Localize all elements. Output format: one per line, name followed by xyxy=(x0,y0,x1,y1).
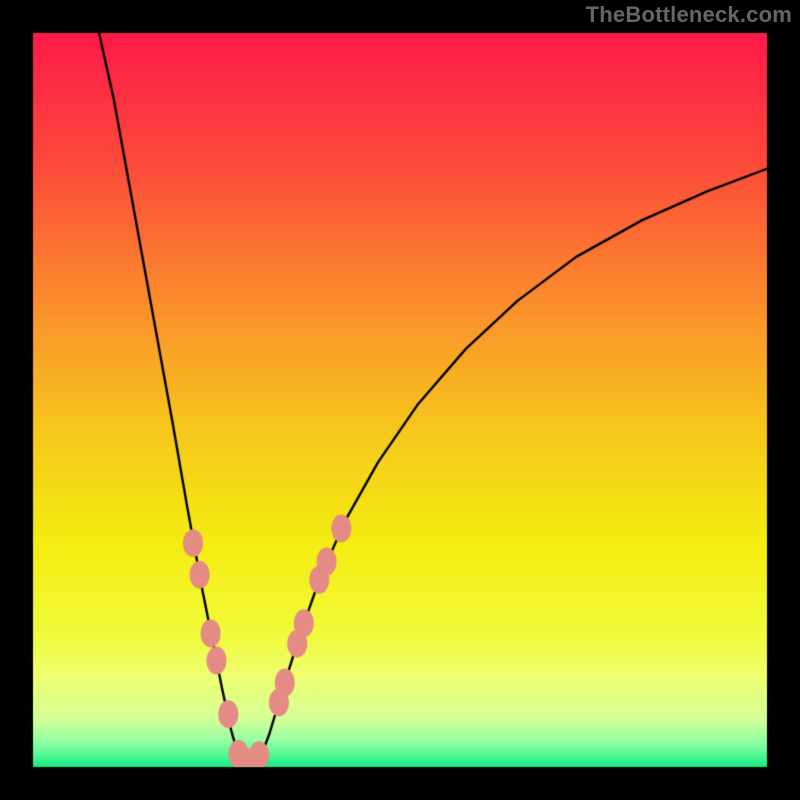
chart-stage: TheBottleneck.com xyxy=(0,0,800,800)
watermark-text: TheBottleneck.com xyxy=(586,2,792,28)
bottleneck-curve xyxy=(0,0,800,800)
